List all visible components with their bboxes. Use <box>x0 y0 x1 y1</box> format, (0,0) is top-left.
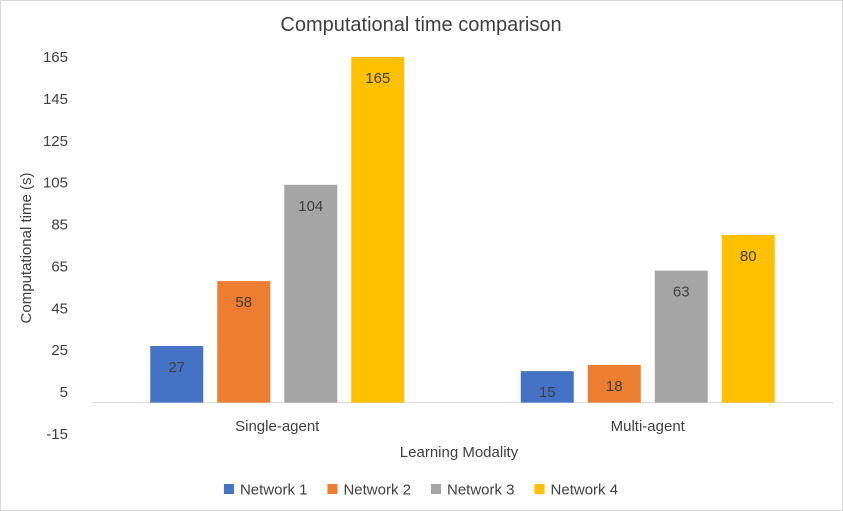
x-category-label: Single-agent <box>235 418 320 435</box>
chart-title: Computational time comparison <box>280 14 561 36</box>
y-tick-label: 145 <box>43 91 68 108</box>
legend-label: Network 2 <box>343 482 411 499</box>
y-tick-label: 165 <box>43 49 68 66</box>
data-label: 18 <box>606 378 623 395</box>
bar-series <box>150 57 775 403</box>
y-tick-label: 65 <box>51 258 68 275</box>
legend-swatch <box>327 484 338 494</box>
bar-network-1-multi-agent <box>520 371 574 403</box>
data-label: 15 <box>539 384 556 401</box>
x-axis-title: Learning Modality <box>400 444 519 461</box>
legend-swatch <box>431 484 441 494</box>
data-label: 165 <box>365 70 390 87</box>
bar-network-3-single-agent <box>284 184 338 403</box>
bar-network-2-single-agent <box>217 281 271 403</box>
y-axis-ticks: -15 5 25 45 65 85 105 125 145 165 <box>43 49 68 443</box>
y-tick-label: 85 <box>51 217 68 234</box>
data-label: 80 <box>740 248 757 265</box>
x-axis-categories: Single-agent Multi-agent <box>235 418 686 435</box>
y-tick-label: 105 <box>43 175 68 192</box>
bar-network-2-multi-agent <box>587 364 641 403</box>
bar-network-3-multi-agent <box>654 270 708 403</box>
legend-label: Network 4 <box>551 482 619 499</box>
bar-network-4-single-agent <box>351 57 405 403</box>
bar-network-1-single-agent <box>150 346 204 403</box>
y-axis-title: Computational time (s) <box>18 173 35 324</box>
data-labels: 27 58 104 165 15 18 63 80 <box>168 70 756 401</box>
legend-label: Network 3 <box>447 482 515 499</box>
legend-swatch <box>223 484 234 494</box>
x-category-label: Multi-agent <box>611 418 686 435</box>
y-tick-label: 5 <box>60 384 68 401</box>
legend: Network 1 Network 2 Network 3 Network 4 <box>223 482 619 499</box>
bar-network-4-multi-agent <box>721 235 775 403</box>
y-tick-label: 25 <box>51 342 68 359</box>
legend-label: Network 1 <box>240 482 308 499</box>
y-tick-label: 125 <box>43 133 68 150</box>
data-label: 58 <box>235 294 252 311</box>
y-tick-label: 45 <box>51 300 68 317</box>
data-label: 63 <box>673 284 690 301</box>
y-tick-label: -15 <box>46 426 68 443</box>
data-label: 27 <box>168 359 185 376</box>
legend-swatch <box>534 484 545 494</box>
data-label: 104 <box>298 198 323 215</box>
